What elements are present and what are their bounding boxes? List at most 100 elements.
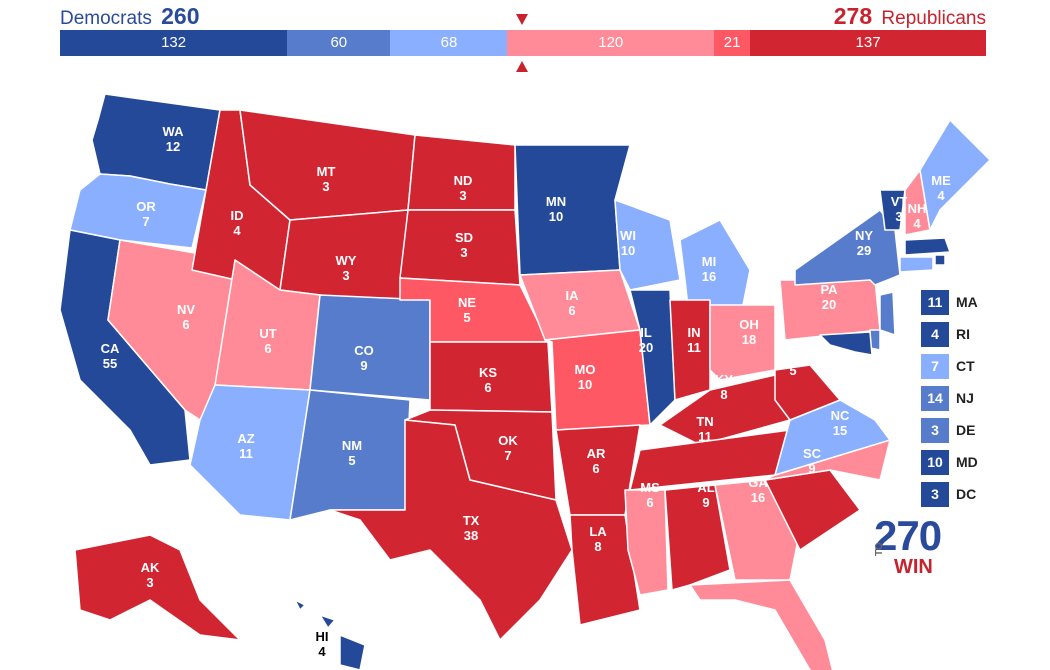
state-abbr-nh: NH [908, 201, 927, 216]
state-ev-vt: 3 [895, 209, 902, 224]
state-ev-fl: 29 [801, 581, 815, 596]
state-ev-me: 4 [937, 188, 945, 203]
state-ev-va: 13 [828, 371, 842, 386]
state-abbr-tn: TN [696, 414, 713, 429]
state-fl[interactable] [689, 579, 835, 670]
state-ev-il: 20 [639, 340, 653, 355]
state-abbr-ok: OK [498, 433, 518, 448]
legend-state-md: MD [956, 454, 978, 470]
legend-state-ct: CT [956, 358, 975, 374]
state-abbr-ks: KS [479, 365, 497, 380]
state-vt[interactable] [879, 189, 906, 231]
state-abbr-il: IL [640, 325, 652, 340]
state-abbr-wa: WA [163, 124, 185, 139]
state-va[interactable] [774, 399, 891, 476]
state-ev-mt: 3 [322, 179, 329, 194]
state-abbr-sc: SC [803, 446, 822, 461]
state-ev-la: 8 [594, 539, 601, 554]
state-abbr-mn: MN [546, 194, 566, 209]
democrats-header: Democrats 260 [60, 3, 204, 30]
state-ev-wv: 5 [789, 363, 796, 378]
state-abbr-in: IN [688, 325, 701, 340]
state-abbr-ut: UT [259, 326, 276, 341]
state-ev-ga: 16 [751, 490, 765, 505]
state-hi[interactable] [294, 599, 366, 670]
state-ev-ne: 5 [463, 310, 470, 325]
state-wi[interactable] [614, 199, 681, 291]
state-ev-co: 9 [360, 358, 367, 373]
state-ev-al: 9 [702, 495, 709, 510]
legend-state-ma: MA [956, 294, 978, 310]
democrats-total: 260 [161, 3, 200, 29]
state-tx[interactable] [329, 419, 573, 641]
state-ms[interactable] [624, 489, 669, 596]
state-ri[interactable] [934, 254, 946, 266]
legend-state-de: DE [956, 422, 976, 438]
state-ev-wy: 3 [342, 268, 349, 283]
bar-segment-rep_likely: 21 [714, 30, 751, 56]
state-ev-sc: 9 [808, 461, 815, 476]
bar-segment-rep_lean: 120 [507, 30, 715, 56]
state-ev-ut: 6 [264, 341, 271, 356]
state-or[interactable] [69, 173, 207, 249]
state-abbr-wv: WV [783, 348, 804, 363]
state-ak[interactable] [74, 534, 241, 641]
state-abbr-ar: AR [587, 446, 606, 461]
logo-win: WIN [894, 556, 933, 578]
republicans-total: 278 [833, 3, 873, 29]
state-ev-wa: 12 [166, 139, 180, 154]
state-abbr-ga: GA [748, 475, 768, 490]
state-nj[interactable] [879, 291, 896, 336]
legend-state-dc: DC [956, 486, 977, 502]
state-ev-nc: 15 [833, 423, 847, 438]
state-mn[interactable] [514, 144, 631, 276]
state-ev-az: 11 [239, 446, 253, 461]
state-wv[interactable] [774, 364, 841, 421]
state-ev-tn: 11 [698, 429, 712, 444]
state-ev-ok: 7 [504, 448, 511, 463]
state-abbr-oh: OH [739, 317, 759, 332]
state-ct[interactable] [899, 256, 934, 273]
state-ev-ar: 6 [592, 461, 599, 476]
state-il[interactable] [629, 289, 676, 426]
state-ma[interactable] [904, 237, 951, 256]
state-abbr-nm: NM [342, 438, 362, 453]
legend-ev-ri: 4 [921, 322, 949, 347]
state-ev-ms: 6 [646, 495, 653, 510]
state-abbr-co: CO [354, 343, 374, 358]
legend-ev-ma: 11 [921, 290, 949, 315]
state-ev-ky: 8 [720, 387, 727, 402]
state-ev-nh: 4 [913, 216, 921, 231]
state-ev-in: 11 [687, 340, 701, 355]
state-ev-mo: 10 [578, 377, 592, 392]
state-abbr-pa: PA [820, 282, 838, 297]
state-me[interactable] [919, 119, 991, 231]
state-ev-ak: 3 [146, 575, 153, 590]
state-abbr-la: LA [589, 524, 607, 539]
majority-marker-bottom-icon [516, 61, 528, 72]
state-mo[interactable] [544, 329, 651, 431]
state-abbr-tx: TX [463, 513, 480, 528]
state-abbr-nd: ND [454, 173, 473, 188]
state-ev-mn: 10 [549, 209, 563, 224]
state-abbr-al: AL [697, 480, 714, 495]
state-abbr-va: VA [826, 356, 844, 371]
state-la[interactable] [569, 514, 641, 626]
legend-ev-dc: 3 [921, 482, 949, 507]
state-md[interactable] [819, 331, 873, 356]
legend-ev-ct: 7 [921, 354, 949, 379]
state-abbr-ca: CA [101, 341, 120, 356]
state-abbr-az: AZ [237, 431, 254, 446]
state-ev-ks: 6 [484, 380, 491, 395]
state-ev-sd: 3 [460, 245, 467, 260]
state-abbr-mo: MO [575, 362, 596, 377]
state-ev-ca: 55 [103, 356, 117, 371]
state-oh[interactable] [709, 304, 776, 381]
state-al[interactable] [664, 484, 731, 591]
state-abbr-ia: IA [566, 288, 580, 303]
bar-segment-dem_lean: 68 [390, 30, 508, 56]
logo-number: 270 [874, 512, 942, 559]
270towin-logo: 270 TO WIN [874, 512, 954, 579]
bar-segment-dem_safe: 132 [60, 30, 288, 56]
legend-ev-de: 3 [921, 418, 949, 443]
